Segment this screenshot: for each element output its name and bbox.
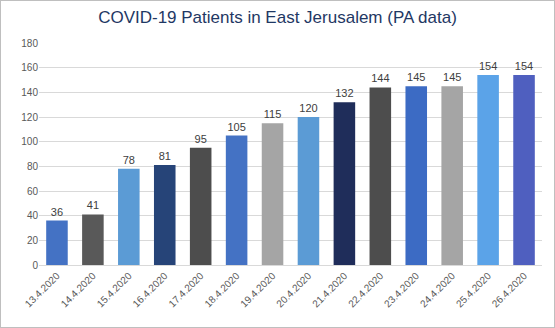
- svg-text:105: 105: [227, 121, 245, 133]
- svg-text:132: 132: [335, 87, 353, 99]
- svg-text:15.4.2020: 15.4.2020: [95, 270, 135, 310]
- svg-text:16.4.2020: 16.4.2020: [130, 270, 170, 310]
- svg-text:19.4.2020: 19.4.2020: [238, 270, 278, 310]
- svg-text:154: 154: [479, 60, 497, 72]
- svg-text:100: 100: [21, 136, 38, 147]
- svg-text:160: 160: [21, 62, 38, 73]
- svg-text:22.4.2020: 22.4.2020: [346, 270, 386, 310]
- svg-text:154: 154: [515, 60, 533, 72]
- svg-text:95: 95: [195, 133, 207, 145]
- svg-text:145: 145: [443, 71, 461, 83]
- svg-text:25.4.2020: 25.4.2020: [454, 270, 494, 310]
- svg-text:14.4.2020: 14.4.2020: [59, 270, 99, 310]
- svg-text:23.4.2020: 23.4.2020: [382, 270, 422, 310]
- svg-text:115: 115: [264, 108, 282, 120]
- svg-text:81: 81: [159, 150, 171, 162]
- svg-text:144: 144: [371, 72, 389, 84]
- svg-text:0: 0: [32, 260, 38, 271]
- svg-text:60: 60: [27, 186, 39, 197]
- svg-text:26.4.2020: 26.4.2020: [490, 270, 530, 310]
- svg-text:17.4.2020: 17.4.2020: [166, 270, 206, 310]
- svg-text:40: 40: [27, 210, 39, 221]
- svg-text:80: 80: [27, 161, 39, 172]
- svg-text:41: 41: [87, 199, 99, 211]
- svg-text:20: 20: [27, 235, 39, 246]
- svg-text:21.4.2020: 21.4.2020: [310, 270, 350, 310]
- svg-text:18.4.2020: 18.4.2020: [202, 270, 242, 310]
- svg-text:24.4.2020: 24.4.2020: [418, 270, 458, 310]
- svg-text:COVID-19 Patients in East Jeru: COVID-19 Patients in East Jerusalem (PA …: [98, 8, 457, 27]
- svg-text:120: 120: [21, 112, 38, 123]
- svg-text:78: 78: [123, 154, 135, 166]
- svg-text:180: 180: [21, 38, 38, 49]
- svg-text:145: 145: [407, 71, 425, 83]
- svg-text:120: 120: [299, 102, 317, 114]
- svg-text:13.4.2020: 13.4.2020: [23, 270, 63, 310]
- svg-text:140: 140: [21, 87, 38, 98]
- svg-text:20.4.2020: 20.4.2020: [274, 270, 314, 310]
- svg-text:36: 36: [51, 206, 63, 218]
